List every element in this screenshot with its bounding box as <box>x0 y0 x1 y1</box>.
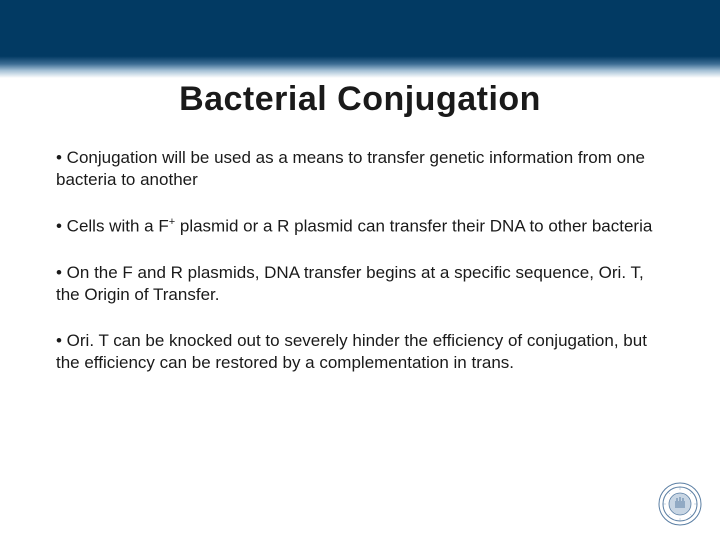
university-seal-icon <box>658 482 702 526</box>
bullet-text: • Conjugation will be used as a means to… <box>56 148 645 189</box>
bullet-item: • Conjugation will be used as a means to… <box>56 147 670 191</box>
bullet-item: • Ori. T can be knocked out to severely … <box>56 330 670 374</box>
page-title: Bacterial Conjugation <box>0 80 720 119</box>
header-band <box>0 0 720 78</box>
bullet-text: • On the F and R plasmids, DNA transfer … <box>56 263 644 304</box>
bullet-text-suffix: plasmid or a R plasmid can transfer thei… <box>175 217 652 236</box>
bullet-text-prefix: • Cells with a F <box>56 217 169 236</box>
bullet-item: • On the F and R plasmids, DNA transfer … <box>56 262 670 306</box>
content-area: • Conjugation will be used as a means to… <box>0 119 720 374</box>
bullet-item: • Cells with a F+ plasmid or a R plasmid… <box>56 215 670 238</box>
bullet-text: • Ori. T can be knocked out to severely … <box>56 331 647 372</box>
